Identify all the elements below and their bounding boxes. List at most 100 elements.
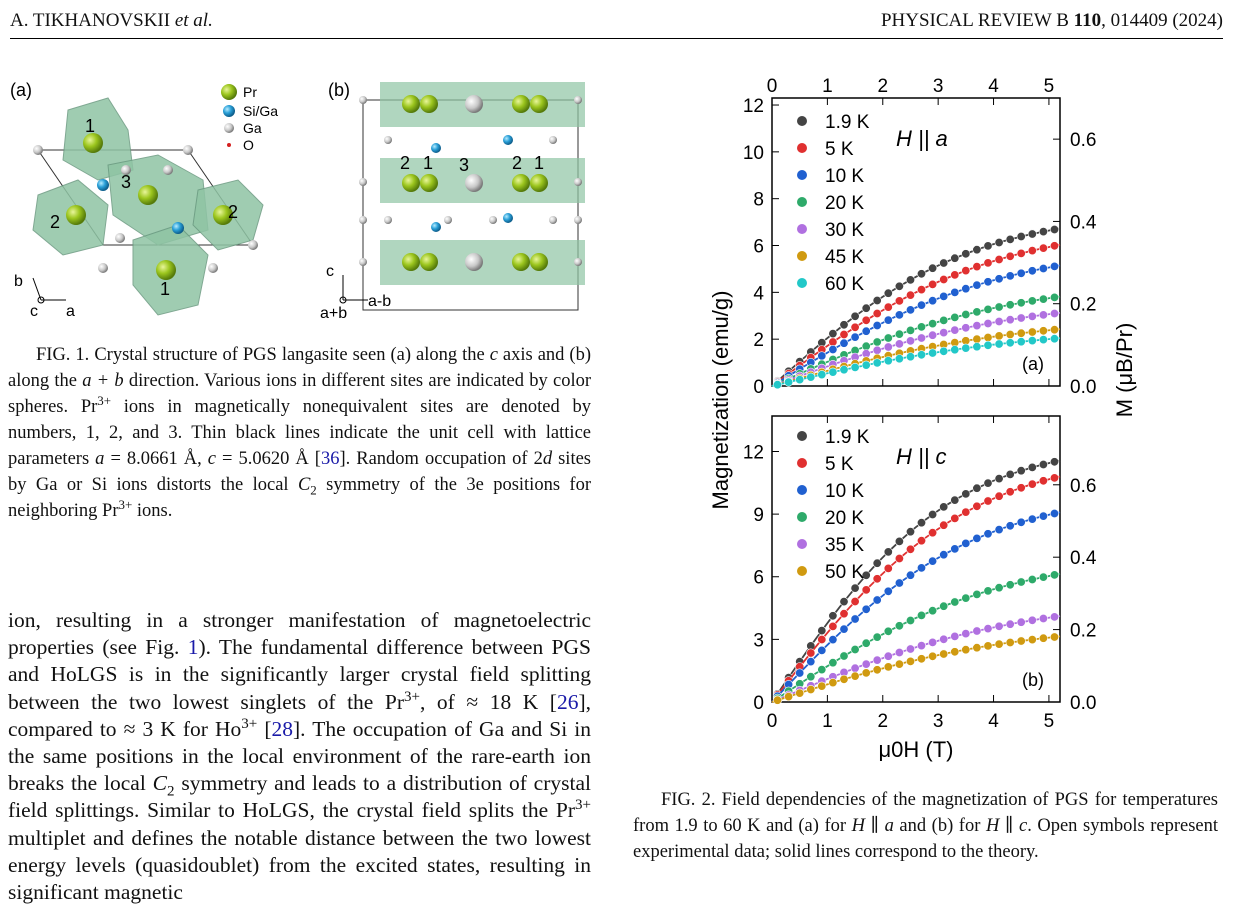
data-point <box>828 329 838 339</box>
data-point <box>861 570 871 580</box>
svg-text:Ga: Ga <box>243 120 262 136</box>
data-point <box>994 639 1004 649</box>
data-point <box>894 536 904 546</box>
legend-label: 5 K <box>825 139 854 160</box>
data-point <box>828 337 838 347</box>
data-point <box>917 654 927 664</box>
data-point <box>950 647 960 657</box>
data-point <box>1005 315 1015 325</box>
panel-b-structure: 2 1 3 2 1 c a+b a-b <box>320 82 585 322</box>
data-point <box>839 365 849 375</box>
ref-26[interactable]: 26 <box>556 689 579 714</box>
data-point <box>1005 338 1015 348</box>
data-point <box>1049 632 1059 642</box>
y-tick-label: 0 <box>753 693 764 714</box>
y-tick-label: 8 <box>753 190 764 211</box>
data-point <box>894 659 904 669</box>
data-point <box>1027 246 1037 256</box>
data-point <box>850 644 860 654</box>
data-point <box>861 315 871 325</box>
data-point <box>994 238 1004 248</box>
data-point <box>872 296 882 306</box>
legend-label: 20 K <box>825 508 864 529</box>
axes-b: c a+b a-b <box>320 263 391 322</box>
data-point <box>950 270 960 280</box>
data-point <box>806 648 816 658</box>
legend-label: 5 K <box>825 454 854 475</box>
data-point <box>928 528 938 538</box>
journal-citation: PHYSICAL REVIEW B 110, 014409 (2024) <box>880 10 1223 31</box>
data-point <box>795 375 805 385</box>
x-tick-label: 1 <box>822 711 833 732</box>
fig-1-link[interactable]: 1 <box>187 635 199 660</box>
data-point <box>917 300 927 310</box>
data-point <box>850 362 860 372</box>
data-point <box>983 529 993 539</box>
pr-row-1 <box>402 95 548 113</box>
atom-legend: Pr Si/Ga Ga O <box>221 84 278 153</box>
ref-36[interactable]: 36 <box>320 449 340 469</box>
y2-tick-label: 0.4 <box>1070 212 1097 233</box>
data-point <box>1049 457 1059 467</box>
data-point <box>1016 298 1026 308</box>
data-point <box>861 659 871 669</box>
data-point <box>839 329 849 339</box>
data-point <box>906 656 916 666</box>
data-point <box>872 574 882 584</box>
data-point <box>917 322 927 332</box>
data-point <box>894 647 904 657</box>
data-point <box>950 631 960 641</box>
data-point <box>828 367 838 377</box>
y-axis-label: Magnetization (emu/g) <box>708 291 733 510</box>
site-number-b1: 1 <box>423 153 433 173</box>
data-point <box>917 610 927 620</box>
data-point <box>950 287 960 297</box>
data-point <box>1016 577 1026 587</box>
data-point <box>961 507 971 517</box>
data-point <box>872 321 882 331</box>
data-point <box>939 520 949 530</box>
data-point <box>917 641 927 651</box>
y-tick-label: 6 <box>753 237 764 258</box>
data-point <box>1027 514 1037 524</box>
data-point <box>828 658 838 668</box>
data-point <box>961 284 971 294</box>
data-point <box>850 311 860 321</box>
data-point <box>861 341 871 351</box>
data-point <box>994 331 1004 341</box>
data-point <box>939 328 949 338</box>
data-point <box>994 583 1004 593</box>
ref-28[interactable]: 28 <box>271 716 294 741</box>
data-point <box>994 302 1004 312</box>
data-point <box>972 501 982 511</box>
data-point <box>1005 234 1015 244</box>
y-tick-label: 6 <box>753 568 764 589</box>
data-point <box>883 586 893 596</box>
data-point <box>1038 326 1048 336</box>
data-point <box>773 380 783 390</box>
pr-row-2 <box>402 174 548 192</box>
legend-label: 60 K <box>825 274 864 295</box>
data-point <box>784 692 794 702</box>
data-point <box>1005 521 1015 531</box>
data-point <box>983 641 993 651</box>
data-point <box>850 322 860 332</box>
field-annotation: H || c <box>896 444 947 469</box>
data-point <box>806 684 816 694</box>
data-point <box>828 635 838 645</box>
legend-label: 10 K <box>825 166 864 187</box>
y-tick-label: 3 <box>753 630 764 651</box>
data-point <box>872 655 882 665</box>
plot-frame <box>771 415 1061 703</box>
data-point <box>972 533 982 543</box>
theory-line-5K <box>771 475 1061 703</box>
data-point <box>928 319 938 329</box>
site-number-a3: 3 <box>121 172 131 192</box>
data-point <box>850 332 860 342</box>
data-point <box>939 315 949 325</box>
y2-tick-label: 0.4 <box>1070 548 1097 569</box>
data-point <box>1027 574 1037 584</box>
data-point <box>1016 268 1026 278</box>
data-point <box>883 302 893 312</box>
data-point <box>1027 266 1037 276</box>
